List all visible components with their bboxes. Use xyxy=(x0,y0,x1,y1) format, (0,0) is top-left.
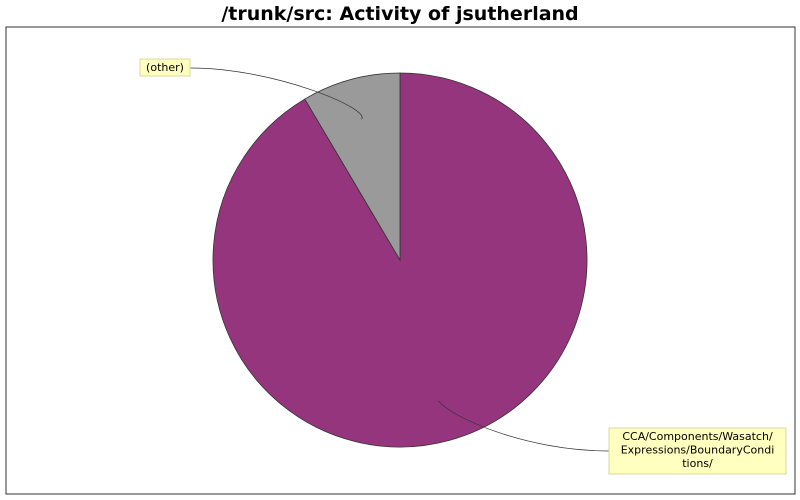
slice-label-0-line-2: tions/ xyxy=(682,457,713,470)
pie-slice-1 xyxy=(304,72,401,262)
slice-label-box-1 xyxy=(139,58,191,77)
leader-line-1 xyxy=(189,67,363,120)
slice-label-0-line-1: Expressions/BoundaryCondi xyxy=(621,444,775,457)
labels-layer: CCA/Components/Wasatch/Expressions/Bound… xyxy=(139,58,787,475)
chart-title: /trunk/src: Activity of jsutherland xyxy=(221,3,578,25)
slice-label-0-line-0: CCA/Components/Wasatch/ xyxy=(622,430,773,443)
leader-line-0 xyxy=(438,400,610,452)
slice-label-box-0 xyxy=(608,427,787,475)
slices-layer xyxy=(212,72,588,448)
slice-label-1-line-0: (other) xyxy=(146,61,184,74)
